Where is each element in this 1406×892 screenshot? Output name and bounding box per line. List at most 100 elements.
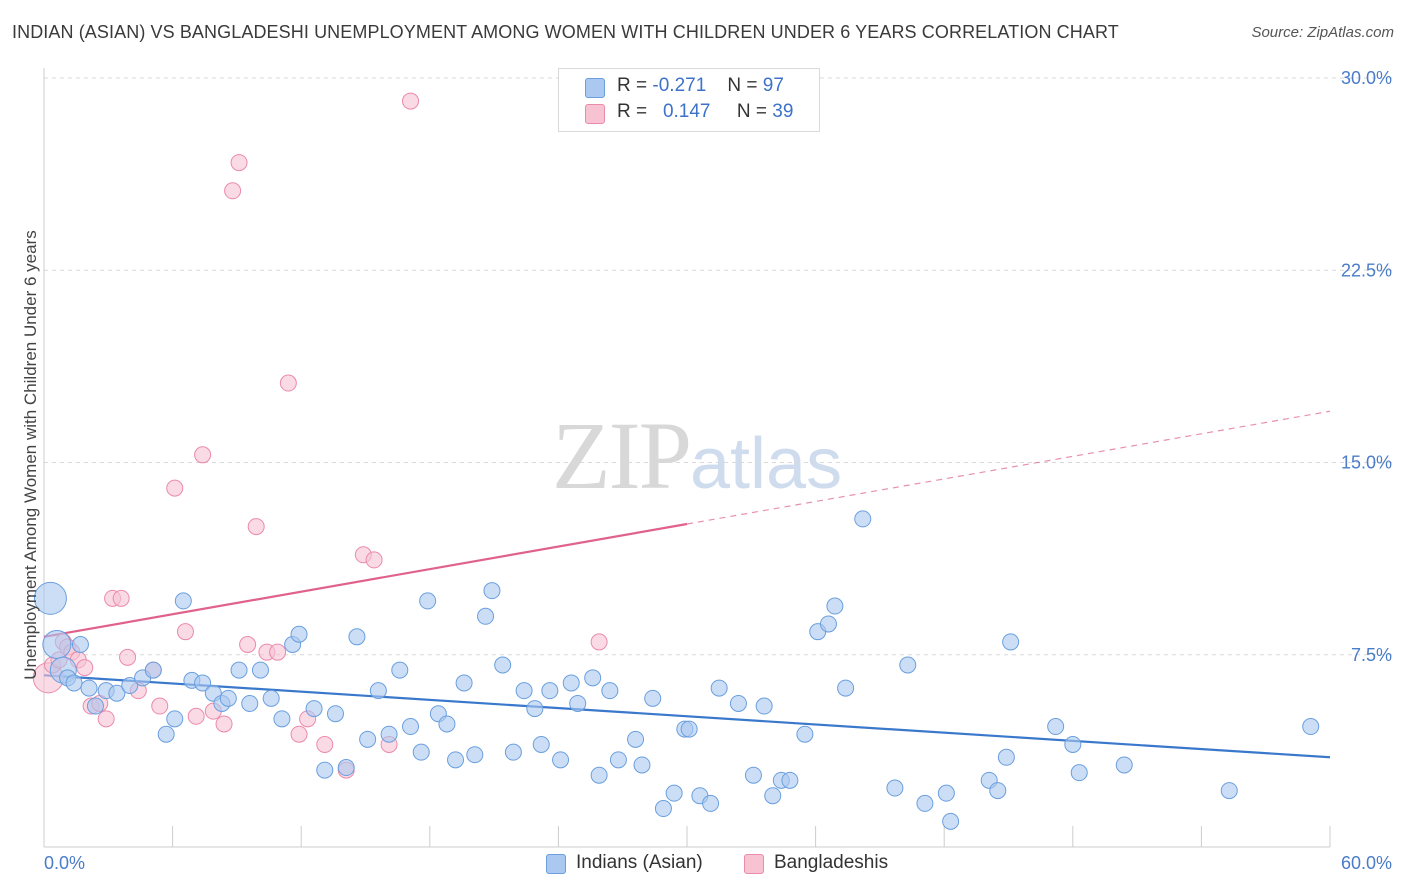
- legend-r-label: R =: [617, 75, 648, 96]
- point-bangladeshis: [279, 374, 297, 392]
- point-bangladeshis: [590, 633, 608, 651]
- point-indians: [744, 766, 762, 784]
- point-indians: [916, 794, 934, 812]
- point-indians: [515, 682, 533, 700]
- point-bangladeshis: [224, 182, 242, 200]
- legend-r-label: R =: [617, 101, 648, 122]
- trend-line-bangladeshis: [43, 522, 688, 638]
- point-indians: [369, 682, 387, 700]
- point-indians: [541, 682, 559, 700]
- point-bangladeshis: [365, 551, 383, 569]
- point-indians: [380, 725, 398, 743]
- point-indians: [781, 771, 799, 789]
- point-indians: [71, 635, 89, 653]
- point-bangladeshis: [176, 623, 194, 641]
- trend-lines: [43, 410, 1331, 759]
- point-bangladeshis: [119, 648, 137, 666]
- point-indians: [1070, 764, 1088, 782]
- point-indians: [633, 756, 651, 774]
- point-indians: [997, 748, 1015, 766]
- point-indians: [601, 682, 619, 700]
- point-indians: [477, 607, 495, 625]
- point-indians: [455, 674, 473, 692]
- point-indians: [627, 730, 645, 748]
- point-indians: [219, 689, 237, 707]
- correlation-legend: R = -0.271 N = 97 R = 0.147 N = 39: [558, 68, 820, 132]
- point-indians: [584, 669, 602, 687]
- point-bangladeshis: [187, 707, 205, 725]
- point-bangladeshis: [402, 92, 420, 110]
- point-bangladeshis: [112, 589, 130, 607]
- point-indians: [65, 674, 83, 692]
- point-indians: [86, 697, 104, 715]
- point-indians: [262, 689, 280, 707]
- point-indians: [1047, 718, 1065, 736]
- point-indians: [348, 628, 366, 646]
- point-indians: [942, 812, 960, 830]
- point-bangladeshis: [166, 479, 184, 497]
- point-indians: [989, 782, 1007, 800]
- point-bangladeshis: [76, 659, 94, 677]
- point-indians: [359, 730, 377, 748]
- point-indians: [419, 592, 437, 610]
- y-tick-label: 7.5%: [1351, 645, 1392, 665]
- point-indians: [438, 715, 456, 733]
- point-indians: [494, 656, 512, 674]
- point-indians: [665, 784, 683, 802]
- point-indians: [937, 784, 955, 802]
- chart-title: INDIAN (ASIAN) VS BANGLADESHI UNEMPLOYME…: [12, 22, 1119, 42]
- point-indians: [326, 705, 344, 723]
- point-indians: [710, 679, 728, 697]
- point-indians: [337, 759, 355, 777]
- point-indians: [157, 725, 175, 743]
- point-indians: [609, 751, 627, 769]
- point-bangladeshis: [151, 697, 169, 715]
- point-indians: [504, 743, 522, 761]
- point-indians: [552, 751, 570, 769]
- bottom-legend-label-indians: Indians (Asian): [576, 852, 703, 873]
- point-indians: [654, 800, 672, 818]
- point-indians: [447, 751, 465, 769]
- point-indians: [796, 725, 814, 743]
- point-indians: [174, 592, 192, 610]
- point-indians: [80, 679, 98, 697]
- point-indians: [826, 597, 844, 615]
- legend-n-label: N =: [727, 75, 758, 96]
- point-indians: [391, 661, 409, 679]
- tick-labels: 7.5% 15.0% 22.5% 30.0% 0.0% 60.0%: [44, 68, 1392, 873]
- watermark-atlas: atlas: [690, 424, 843, 504]
- trend-line-bangladeshis-extension: [686, 410, 1331, 525]
- point-indians: [764, 787, 782, 805]
- point-indians: [273, 710, 291, 728]
- bottom-legend-swatch-indians: [546, 854, 566, 874]
- point-indians: [755, 697, 773, 715]
- legend-r-value-indians: -0.271: [652, 75, 707, 96]
- point-indians: [644, 689, 662, 707]
- point-indians: [290, 625, 308, 643]
- data-points: [32, 92, 1320, 830]
- x-tick-label: 0.0%: [44, 853, 85, 873]
- point-indians: [33, 581, 67, 615]
- point-indians: [402, 718, 420, 736]
- point-indians: [1302, 718, 1320, 736]
- point-indians: [230, 661, 248, 679]
- point-indians: [680, 720, 698, 738]
- point-bangladeshis: [290, 725, 308, 743]
- point-indians: [886, 779, 904, 797]
- watermark-zip: ZIP: [552, 402, 692, 509]
- source-label: Source: ZipAtlas.com: [1251, 24, 1394, 41]
- point-indians: [532, 735, 550, 753]
- point-bangladeshis: [97, 710, 115, 728]
- legend-n-label: N =: [736, 101, 768, 122]
- point-indians: [1002, 633, 1020, 651]
- point-indians: [305, 700, 323, 718]
- point-indians: [899, 656, 917, 674]
- point-indians: [121, 677, 139, 695]
- point-indians: [1064, 735, 1082, 753]
- axes: [43, 68, 1331, 848]
- y-tick-label: 15.0%: [1341, 453, 1392, 473]
- point-bangladeshis: [194, 446, 212, 464]
- point-indians: [569, 694, 587, 712]
- point-indians: [837, 679, 855, 697]
